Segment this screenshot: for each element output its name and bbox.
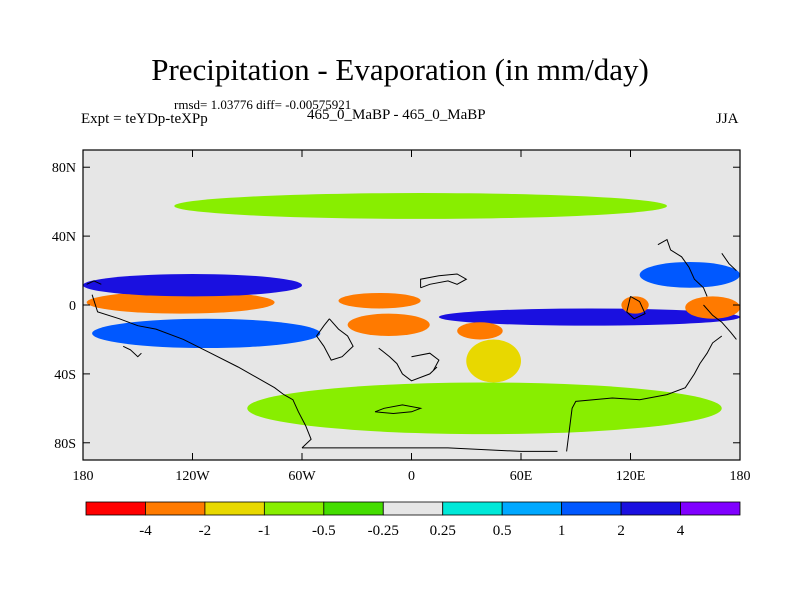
x-tick-label: 60E — [510, 469, 533, 484]
colorbar-bin — [680, 501, 741, 516]
field-region-southern-ocean-green — [247, 382, 722, 435]
colorbar-label: -0.25 — [368, 523, 399, 539]
field-region-north-pacific-wet — [639, 261, 740, 288]
field-region-itcz-dry-band-atlantic — [338, 292, 421, 309]
colorbar-bin — [85, 501, 146, 516]
field-region-tropical-band-wet — [438, 308, 740, 326]
colorbar-bin — [323, 501, 384, 516]
coastline-12 — [86, 280, 102, 285]
coastline-11 — [721, 253, 737, 271]
colorbar-bin — [620, 501, 681, 516]
field-region-north-green-band — [174, 193, 667, 219]
colorbar-label: -1 — [258, 523, 271, 539]
field-region-itcz-dry-band-west — [86, 291, 275, 314]
x-tick-label: 0 — [408, 469, 415, 484]
x-tick-label: 60W — [288, 469, 316, 484]
coastline-4 — [411, 352, 440, 371]
colorbar-bin — [501, 501, 563, 516]
field-region-africa-dry — [457, 322, 503, 340]
colorbar-label: 4 — [677, 523, 685, 539]
y-tick-label: 0 — [69, 299, 76, 314]
field-region-south-atlantic-dry-ring — [347, 313, 430, 336]
field-region-east-pacific-dry — [621, 296, 649, 314]
run-comparison-label: 465_0_MaBP - 465_0_MaBP — [307, 107, 486, 123]
coastline-9 — [703, 304, 737, 340]
coastline-8 — [657, 238, 708, 297]
colorbar-bin — [204, 501, 265, 516]
axes: 180 120W 60W 0 60E 120E 180 80N 40N 0 40S 80S — [52, 150, 751, 484]
field-region-africa-dry-yellow — [466, 339, 521, 383]
x-tick-label: 120E — [616, 469, 646, 484]
colorbar-label: -2 — [199, 523, 212, 539]
coastline-10 — [626, 295, 646, 320]
coastline-5 — [374, 404, 423, 415]
colorbar-label: 1 — [558, 523, 566, 539]
colorbar: -4 -2 -1 -0.5 -0.25 0.25 0.5 1 2 4 — [85, 501, 741, 539]
field-region-east-pacific-dry-2 — [685, 296, 740, 319]
coastline-2 — [315, 318, 354, 361]
coastline-7 — [420, 273, 468, 289]
field-region-itcz-wet-band-north — [83, 274, 302, 297]
land-outlines — [86, 238, 737, 452]
x-tick-label: 120W — [175, 469, 210, 484]
chart-title: Precipitation - Evaporation (in mm/day) — [151, 52, 649, 87]
colorbar-bin — [263, 501, 325, 516]
x-tick-label: 180 — [730, 469, 751, 484]
x-tick-label: 180 — [73, 469, 94, 484]
coastline-1 — [302, 447, 558, 452]
y-tick-label: 40S — [54, 368, 76, 383]
season-label: JJA — [716, 111, 739, 127]
colorbar-label: -0.5 — [312, 523, 336, 539]
field-region-south-pacific-wet — [92, 318, 321, 349]
colorbar-bin — [561, 501, 622, 516]
colorbar-label: 2 — [617, 523, 625, 539]
experiment-label: Expt = teYDp-teXPp — [81, 111, 208, 127]
y-tick-label: 40N — [52, 230, 76, 245]
colorbar-label: -4 — [139, 523, 152, 539]
coastline-0 — [91, 294, 312, 449]
colorbar-bin — [382, 501, 444, 516]
colorbar-label: 0.5 — [493, 523, 512, 539]
y-tick-label: 80N — [52, 161, 76, 176]
precip-minus-evap-field — [83, 193, 740, 435]
coastline-3 — [378, 347, 438, 382]
colorbar-bin — [145, 501, 206, 516]
y-tick-label: 80S — [54, 437, 76, 452]
colorbar-label: 0.25 — [430, 523, 456, 539]
colorbar-bin — [442, 501, 503, 516]
coastline-6 — [566, 335, 723, 452]
rmsd-stats: rmsd= 1.03776 diff= -0.00575921 — [174, 97, 352, 112]
coastline-13 — [122, 345, 142, 358]
plot-area — [83, 150, 740, 460]
